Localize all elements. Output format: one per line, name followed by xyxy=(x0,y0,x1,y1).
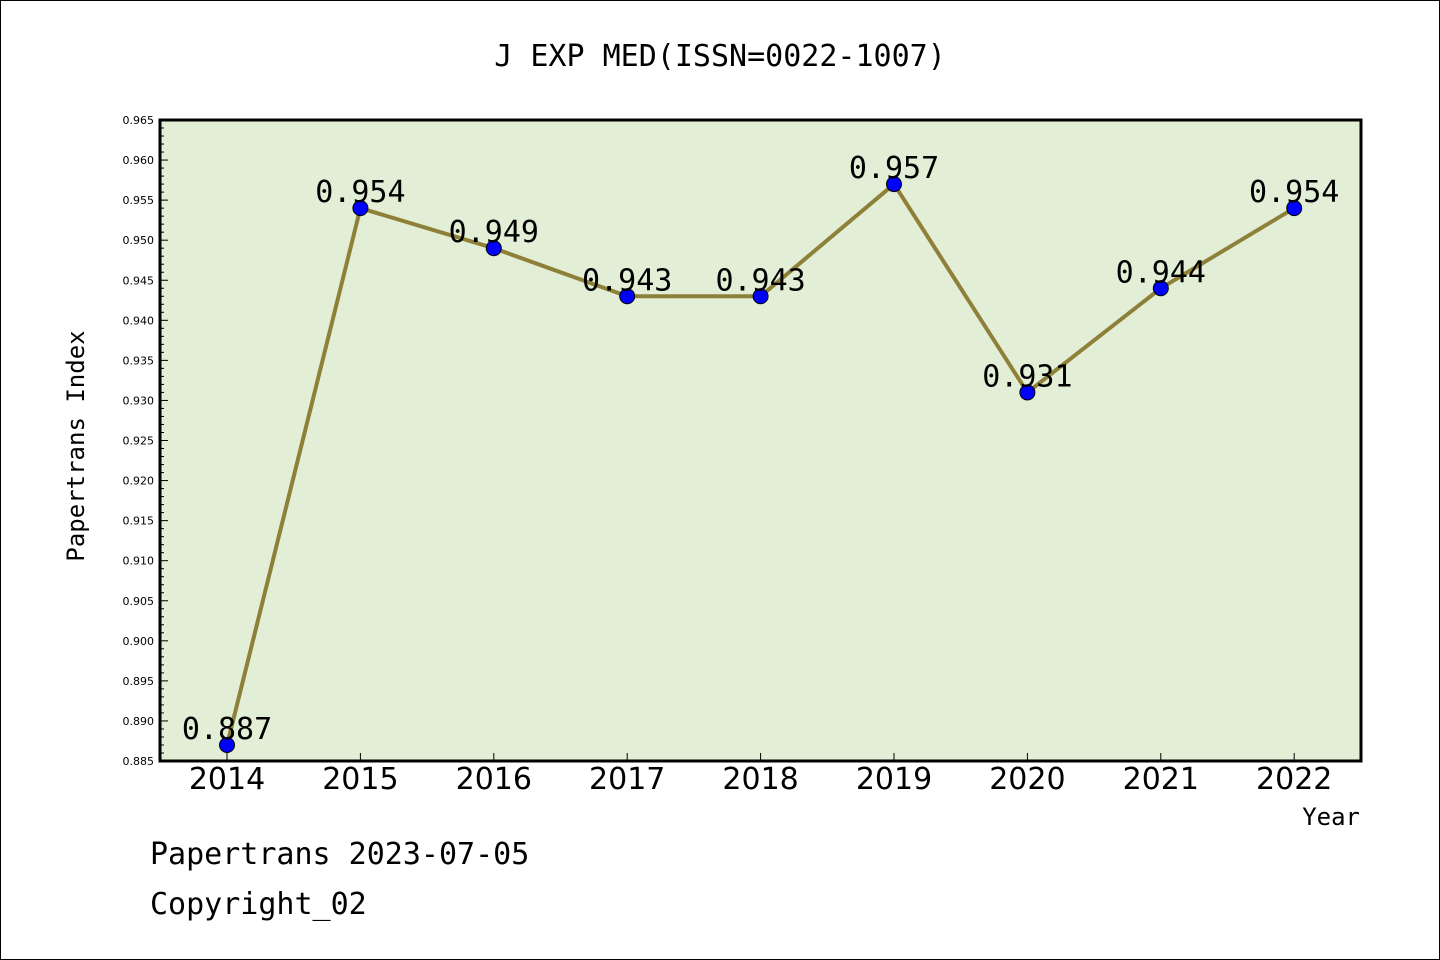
data-point xyxy=(1019,384,1036,401)
data-point xyxy=(619,288,636,305)
y-tick-label: 0.895 xyxy=(123,675,155,688)
data-label: 0.943 xyxy=(582,263,672,298)
x-tick-label: 2022 xyxy=(1256,762,1332,797)
data-point xyxy=(1152,280,1169,297)
data-label: 0.954 xyxy=(315,175,405,210)
y-tick-label: 0.915 xyxy=(123,515,155,528)
y-axis: 0.885 0.890 0.895 0.900 0.905 0.910 0.915 0.920… xyxy=(123,114,168,768)
data-label: 0.957 xyxy=(849,151,939,186)
y-tick-label: 0.890 xyxy=(123,715,155,728)
data-labels: 0.887 0.954 0.949 0.943 0.943 0.957 0.931 0.944… xyxy=(182,151,1340,747)
y-tick-label: 0.935 xyxy=(123,354,155,367)
y-tick-label: 0.945 xyxy=(123,274,155,287)
data-label: 0.943 xyxy=(715,263,805,298)
footer-copyright: Copyright_02 xyxy=(150,887,367,922)
data-point xyxy=(1286,200,1303,217)
y-tick-label: 0.930 xyxy=(123,394,155,407)
y-tick-label: 0.925 xyxy=(123,435,155,448)
chart-title: J EXP MED(ISSN=0022-1007) xyxy=(494,39,946,74)
x-tick-label: 2017 xyxy=(589,762,665,797)
x-axis-title: Year xyxy=(1302,803,1360,831)
x-axis: 2014 2015 2016 2017 2018 2019 2020 2021 2022 xyxy=(189,753,1332,797)
x-tick-label: 2019 xyxy=(856,762,932,797)
y-tick-label: 0.960 xyxy=(123,154,155,167)
data-label: 0.944 xyxy=(1116,255,1206,290)
x-tick-label: 2014 xyxy=(189,762,265,797)
y-tick-label: 0.940 xyxy=(123,314,155,327)
x-tick-label: 2021 xyxy=(1123,762,1199,797)
data-label: 0.887 xyxy=(182,712,272,747)
data-label: 0.931 xyxy=(982,359,1072,394)
series xyxy=(219,176,1303,753)
x-tick-label: 2015 xyxy=(322,762,398,797)
plot-area xyxy=(158,118,1363,763)
footer-date: Papertrans 2023-07-05 xyxy=(150,837,529,872)
x-tick-label: 2018 xyxy=(722,762,798,797)
y-tick-label: 0.905 xyxy=(123,595,155,608)
y-tick-label: 0.950 xyxy=(123,234,155,247)
data-point xyxy=(886,176,902,193)
data-point xyxy=(219,736,235,753)
y-tick-label: 0.900 xyxy=(123,635,155,648)
x-tick-label: 2020 xyxy=(989,762,1065,797)
data-label: 0.954 xyxy=(1249,175,1339,210)
x-tick-label: 2016 xyxy=(456,762,532,797)
y-tick-label: 0.965 xyxy=(123,114,155,127)
y-tick-label: 0.885 xyxy=(123,755,155,768)
data-label: 0.949 xyxy=(449,215,539,250)
y-tick-label: 0.920 xyxy=(123,475,155,488)
data-point xyxy=(485,240,502,257)
y-tick-label: 0.910 xyxy=(123,555,155,568)
y-axis-title: Papertrans Index xyxy=(62,330,90,561)
data-point xyxy=(352,200,369,217)
data-point xyxy=(752,288,769,305)
y-tick-label: 0.955 xyxy=(123,194,155,207)
